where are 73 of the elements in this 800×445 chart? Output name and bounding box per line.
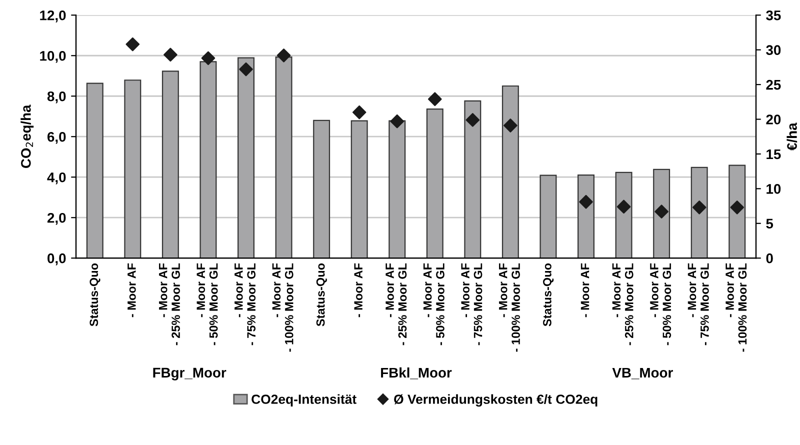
y-tick-label: 6,0	[47, 132, 66, 144]
point	[579, 194, 593, 209]
x-tick-label: - Moor AF - 75% Moor GL	[234, 263, 256, 346]
y2-tick-label: 35	[766, 10, 781, 20]
bar	[728, 164, 746, 258]
legend-label: Ø Vermeidungskosten €/t CO2eq	[394, 394, 598, 407]
text: FBkl_Moor	[381, 367, 452, 380]
point	[276, 48, 291, 62]
x-tick-label: - Moor AF - 100% Moor GL	[726, 263, 747, 352]
point	[616, 200, 631, 214]
y2-tick-label: 25	[766, 80, 781, 90]
y2-tick-label: 15	[766, 149, 781, 160]
x-tick-label: - Moor AF - 25% Moor GL	[612, 263, 634, 346]
x-tick-label: - Moor AF - 25% Moor GL	[159, 263, 180, 346]
point	[730, 200, 744, 214]
x-tick-label: - Moor AF	[354, 263, 362, 318]
text: VB_Moor	[612, 368, 673, 380]
x-tick-label: Status-Quo	[90, 263, 100, 326]
point	[239, 62, 253, 76]
point	[428, 92, 442, 106]
text: FBgr_Moor	[153, 368, 226, 380]
y-axis-title: CO$_{2}$eq/ha	[20, 104, 34, 168]
x-tick-label: Status-Quo	[316, 263, 327, 326]
bar	[86, 82, 104, 258]
point	[201, 51, 216, 66]
bar	[690, 166, 708, 258]
x-tick-label: - Moor AF - 50% Moor GL	[650, 263, 672, 346]
x-tick-label: - Moor AF - 100% Moor GL	[272, 263, 294, 352]
x-tick-label: Status-Quo	[543, 263, 554, 326]
bar	[426, 108, 444, 258]
x-tick-label: - Moor AF - 50% Moor GL	[196, 263, 218, 346]
point	[126, 37, 140, 52]
point	[390, 114, 404, 128]
bar	[275, 56, 292, 258]
x-tick-label: - Moor AF - 100% Moor GL	[499, 263, 520, 352]
x-tick-label: - Moor AF - 25% Moor GL	[386, 263, 407, 346]
y-tick-label: 8,0	[47, 91, 66, 104]
y-tick-label: 4,0	[47, 172, 66, 184]
bar	[200, 61, 217, 258]
point	[654, 204, 668, 218]
bar	[313, 120, 330, 258]
point	[164, 48, 178, 62]
y2-tick-label: 20	[766, 114, 781, 124]
bar	[464, 100, 482, 258]
x-tick-label: - Moor AF - 75% Moor GL	[688, 263, 709, 346]
y2-tick-label: 10	[766, 184, 781, 194]
y-tick-label: 10,0	[40, 50, 66, 63]
bar	[540, 174, 557, 258]
bar	[162, 70, 179, 258]
point	[352, 105, 366, 120]
x-tick-label: - Moor AF - 75% Moor GL	[461, 263, 482, 346]
bar	[350, 120, 368, 258]
bar	[615, 172, 632, 258]
bar	[578, 174, 594, 258]
bar	[238, 57, 254, 258]
y-tick-label: 0,0	[48, 253, 66, 266]
y2-tick-label: 5	[766, 218, 774, 229]
bar	[653, 168, 670, 258]
bar	[124, 80, 142, 258]
y2-tick-label: 30	[766, 45, 781, 56]
bar	[388, 120, 406, 258]
y-tick-label: 12,0	[40, 10, 66, 22]
point	[692, 200, 706, 214]
y-tick-label: 2,0	[47, 212, 66, 225]
legend-label: CO2eq-Intensität	[252, 394, 356, 407]
point	[504, 118, 518, 132]
x-tick-label: - Moor AF - 50% Moor GL	[423, 263, 444, 346]
x-tick-label: - Moor AF	[580, 263, 590, 318]
x-tick-label: - Moor AF	[128, 263, 136, 318]
point	[466, 113, 480, 127]
y2-tick-label: 0	[766, 253, 773, 264]
y2-axis-title: €/ha	[786, 122, 798, 150]
bar	[502, 85, 519, 258]
